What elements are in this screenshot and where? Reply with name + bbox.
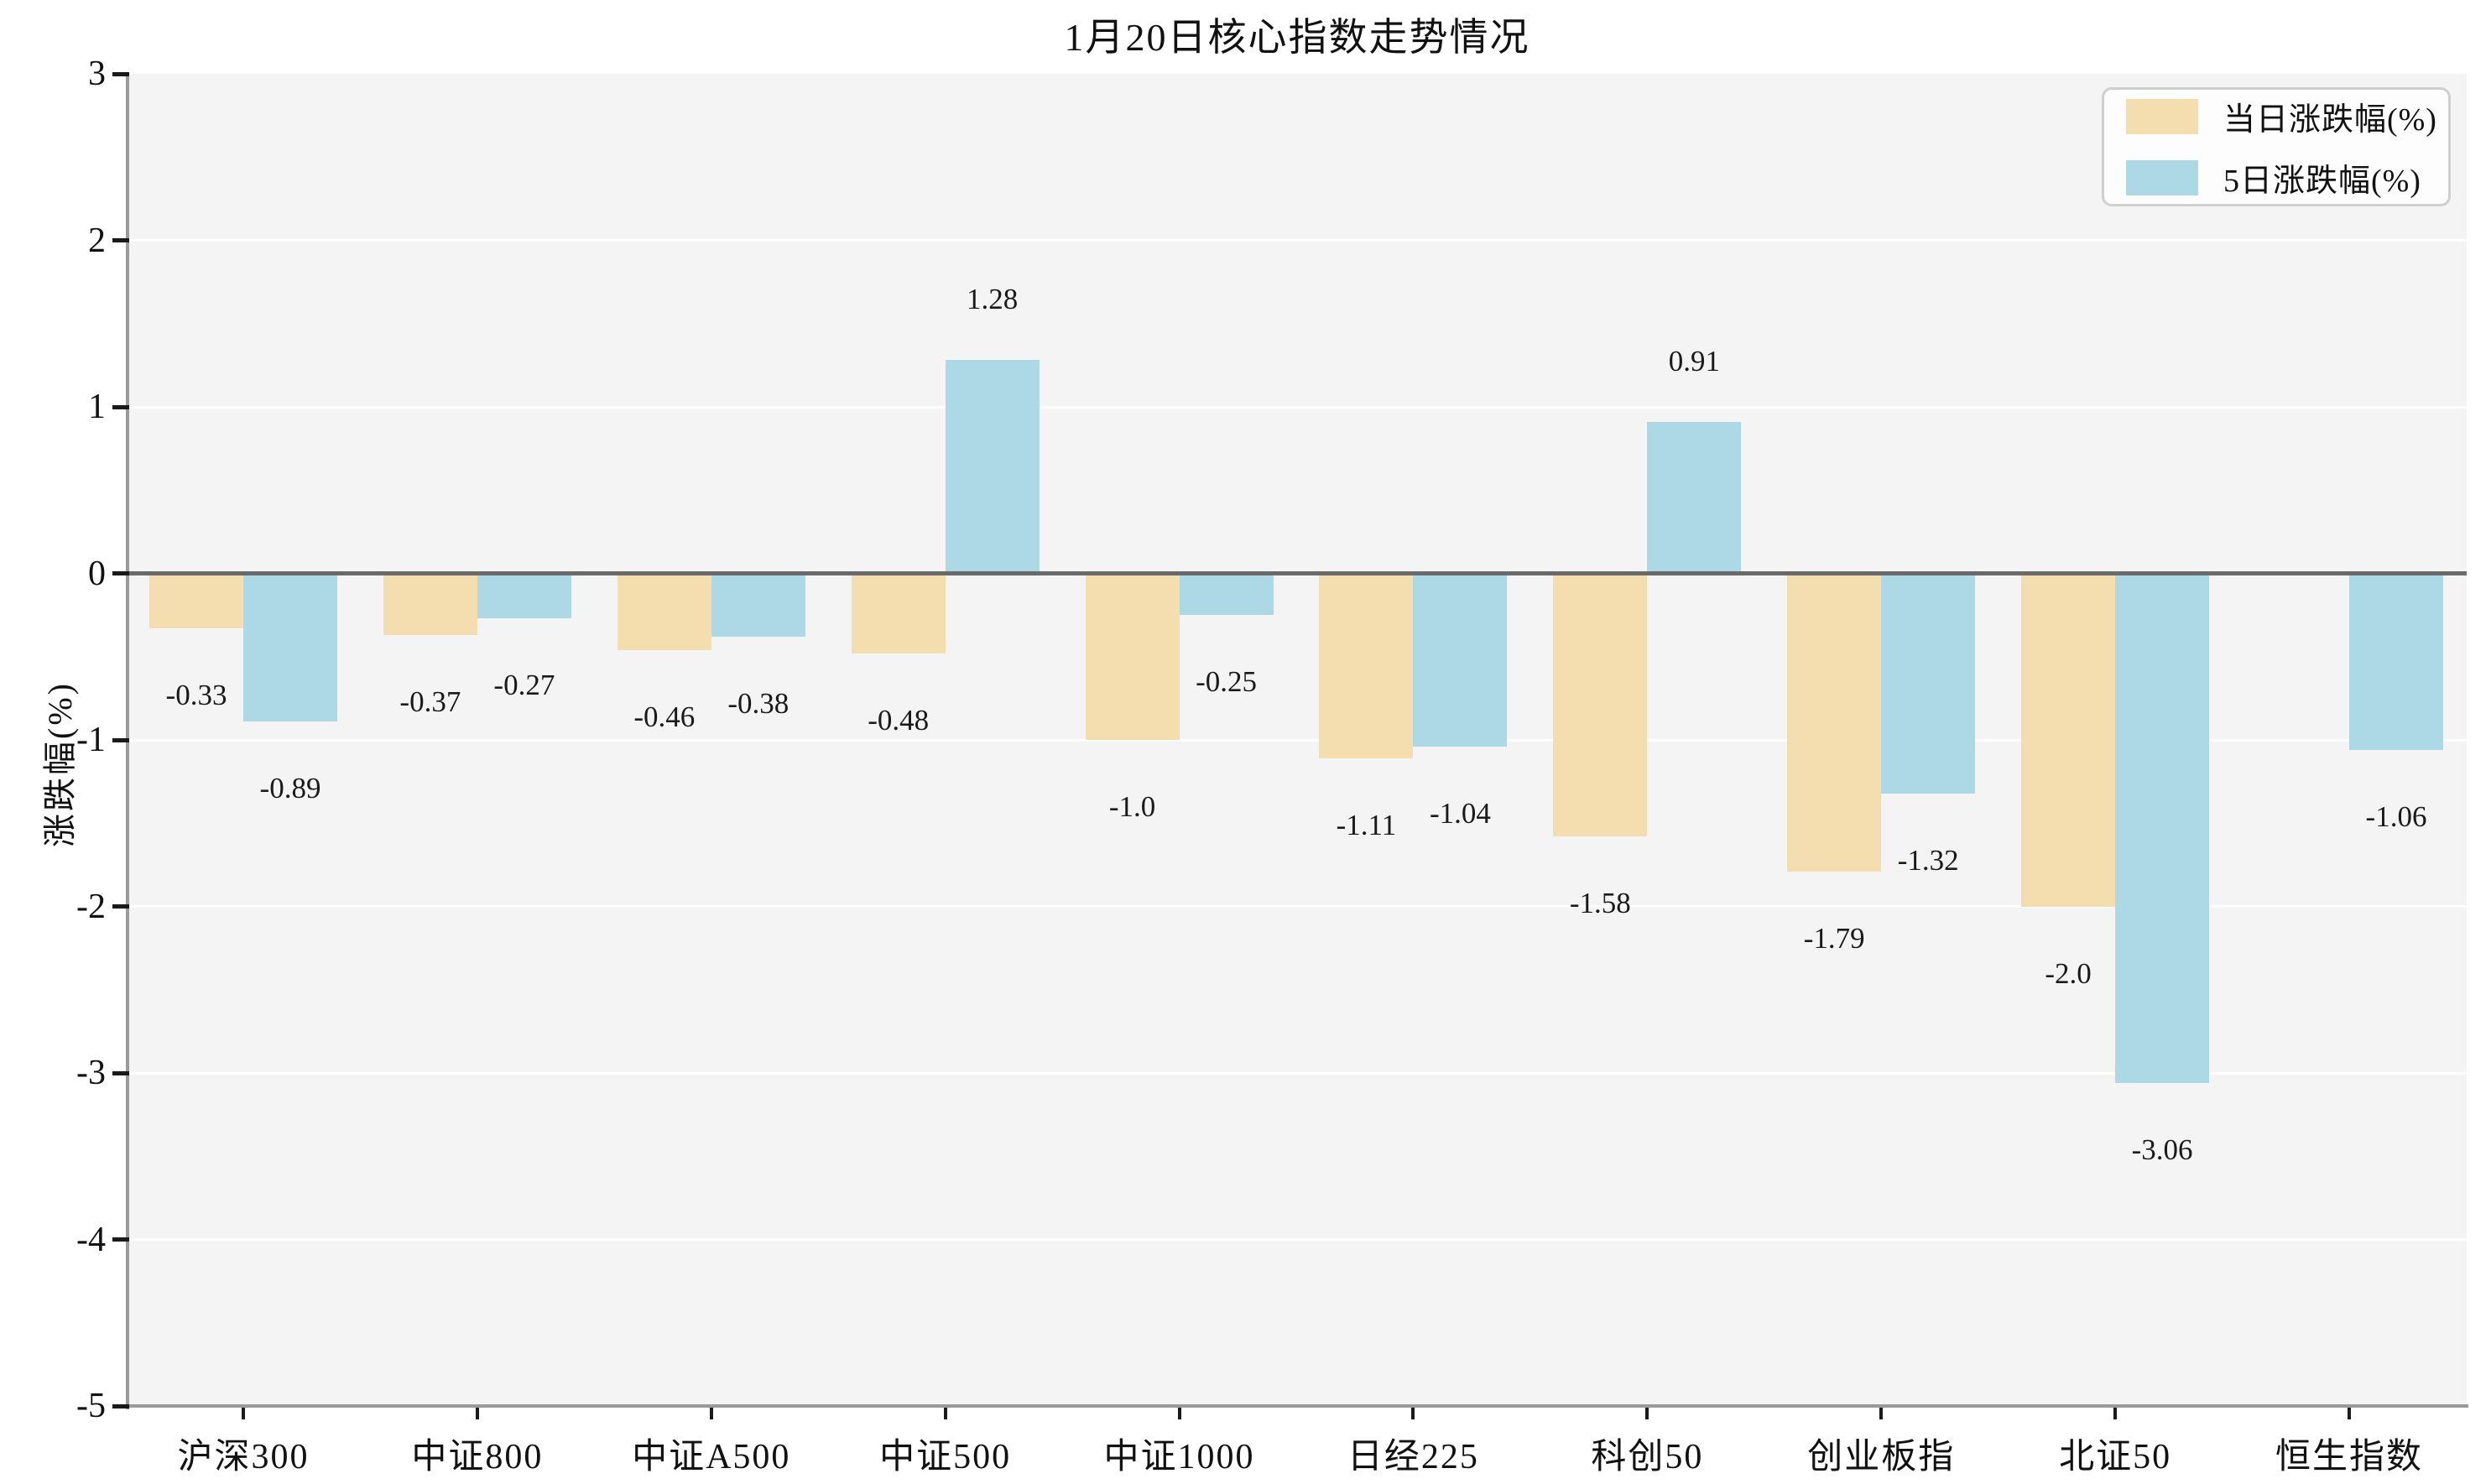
y-tick-label-3: 3 [88, 55, 106, 93]
legend-entry-today: 当日涨跌幅(%) [2126, 93, 2448, 139]
x-tick-label-2: 中证A500 [632, 1438, 791, 1476]
value-label-series1-9: -1.06 [2365, 799, 2427, 833]
chart-title: 1月20日核心指数走势情况 [1064, 16, 1530, 59]
legend: 当日涨跌幅(%) 5日涨跌幅(%) [2102, 87, 2451, 206]
value-label-series0-8: -2.0 [2045, 956, 2092, 990]
x-tick-label-4: 中证1000 [1103, 1438, 1255, 1476]
y-tick--5 [112, 1403, 129, 1408]
y-tick-label-0: 0 [88, 554, 106, 593]
y-tick-label--2: -2 [76, 887, 106, 926]
gridline-y-1 [128, 405, 2467, 409]
legend-swatch-today [2126, 98, 2198, 134]
x-tick-label-9: 恒生指数 [2275, 1438, 2423, 1476]
x-tick-label-5: 日经225 [1347, 1438, 1479, 1476]
gridline-y--2 [128, 905, 2467, 908]
value-label-series0-4: -1.0 [1108, 790, 1156, 823]
bar-series0-1 [383, 573, 477, 635]
value-label-series1-7: -1.32 [1897, 843, 1959, 877]
value-label-series0-5: -1.11 [1336, 808, 1397, 841]
bar-series0-4 [1085, 573, 1180, 740]
bar-series0-8 [2021, 573, 2116, 907]
y-tick--1 [112, 737, 129, 742]
x-tick-2 [709, 1408, 713, 1419]
y-tick-2 [112, 238, 129, 242]
zero-line [128, 571, 2467, 575]
x-tick-7 [1879, 1408, 1884, 1419]
y-tick-label--1: -1 [76, 721, 106, 759]
legend-label-5day: 5日涨跌幅(%) [2223, 164, 2421, 199]
value-label-series0-7: -1.79 [1803, 921, 1865, 955]
y-tick--3 [112, 1070, 129, 1075]
x-tick-label-6: 科创50 [1591, 1438, 1704, 1476]
legend-entry-5day: 5日涨跌幅(%) [2126, 154, 2448, 200]
y-tick-3 [112, 71, 129, 76]
bar-series0-2 [617, 573, 711, 650]
bar-series0-3 [851, 573, 946, 653]
legend-swatch-5day [2126, 159, 2198, 195]
legend-label-today: 当日涨跌幅(%) [2223, 102, 2437, 138]
x-tick-5 [1411, 1408, 1415, 1419]
value-label-series1-8: -3.06 [2131, 1133, 2193, 1166]
y-tick-label--4: -4 [76, 1220, 106, 1259]
bar-series0-0 [149, 573, 243, 628]
x-tick-1 [475, 1408, 479, 1419]
value-label-series0-3: -0.48 [868, 703, 930, 737]
gridline-y-2 [128, 239, 2467, 242]
x-tick-label-8: 北证50 [2059, 1438, 2172, 1476]
bar-series1-9 [2349, 573, 2443, 750]
y-tick--4 [112, 1237, 129, 1242]
bar-series1-2 [711, 573, 805, 637]
value-label-series0-2: -0.46 [633, 700, 696, 733]
bar-series0-5 [1319, 573, 1414, 758]
x-tick-label-1: 中证800 [411, 1438, 544, 1476]
x-tick-label-7: 创业板指 [1807, 1438, 1956, 1476]
x-tick-3 [943, 1408, 947, 1419]
x-tick-label-0: 沪深300 [177, 1438, 310, 1476]
value-label-series1-0: -0.89 [259, 772, 321, 805]
value-label-series1-3: 1.28 [967, 283, 1019, 316]
value-label-series0-1: -0.37 [399, 685, 461, 718]
bar-series1-4 [1179, 573, 1274, 616]
bar-series1-3 [945, 360, 1040, 574]
y-tick--2 [112, 904, 129, 909]
gridline-y--1 [128, 738, 2467, 742]
value-label-series0-6: -1.58 [1569, 887, 1631, 920]
bar-series1-5 [1413, 573, 1508, 747]
x-tick-8 [2113, 1408, 2118, 1419]
y-tick-label-1: 1 [88, 388, 106, 426]
y-tick-label-2: 2 [88, 221, 106, 260]
value-label-series0-0: -0.33 [165, 679, 227, 711]
bar-series1-6 [1647, 421, 1742, 574]
gridline-y--3 [128, 1071, 2467, 1075]
bar-series1-1 [477, 573, 571, 619]
y-tick-label--3: -3 [76, 1054, 106, 1092]
bar-series0-7 [1787, 573, 1882, 872]
value-label-series1-2: -0.38 [727, 686, 790, 720]
value-label-series1-6: 0.91 [1668, 344, 1720, 378]
y-axis-label: 涨跌幅(%) [41, 681, 79, 847]
bar-series1-0 [243, 573, 337, 722]
value-label-series1-5: -1.04 [1429, 796, 1491, 830]
y-tick-0 [112, 571, 129, 575]
x-axis-spine [126, 1404, 2468, 1408]
x-tick-label-3: 中证500 [879, 1438, 1012, 1476]
y-tick-1 [112, 404, 129, 409]
x-tick-9 [2348, 1408, 2351, 1419]
value-label-series1-4: -0.25 [1196, 665, 1257, 699]
bar-series1-8 [2115, 573, 2210, 1083]
y-tick-label--5: -5 [76, 1387, 106, 1425]
plot-area: -0.33 -0.89 -0.37 -0.27 -0.46 -0.38 -0.48 1.28 -… [128, 74, 2467, 1406]
bar-series0-6 [1553, 573, 1648, 837]
x-tick-6 [1645, 1408, 1649, 1419]
x-tick-0 [242, 1408, 245, 1419]
bar-series1-7 [1881, 573, 1976, 794]
x-tick-4 [1177, 1408, 1181, 1419]
gridline-y--4 [128, 1238, 2467, 1241]
value-label-series1-1: -0.27 [493, 669, 555, 702]
